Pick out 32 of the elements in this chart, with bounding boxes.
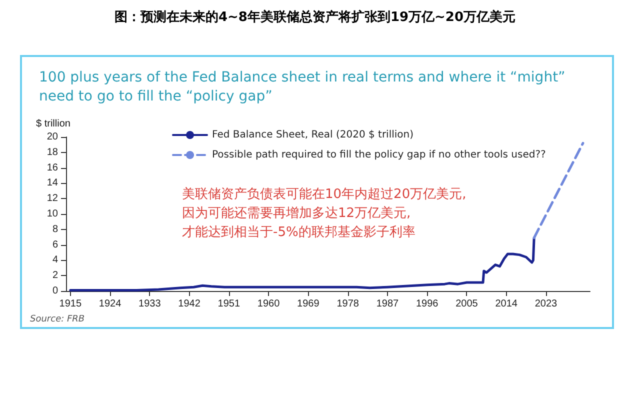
x-tick-label: 2023 xyxy=(534,298,558,310)
y-tick-label: 14 xyxy=(46,178,58,189)
x-tick-label: 1978 xyxy=(336,298,360,310)
x-tick-label: 1969 xyxy=(297,298,320,310)
legend-label: Possible path required to fill the policy gap if no other tools used?? xyxy=(212,150,546,160)
y-tick-label: 2 xyxy=(52,270,58,282)
x-tick-label: 1951 xyxy=(218,298,240,310)
x-tick-label: 1924 xyxy=(98,298,122,310)
x-tick-label: 1915 xyxy=(59,298,82,310)
y-tick-label: 10 xyxy=(46,208,58,220)
annotation: 美联储资产负债表可能在10年内超过20万亿美元, 因为可能还需要再增加多达12万亿美元, 才能达到相当于-5%的联邦基金影子利率 xyxy=(182,186,466,240)
y-tick-label: 16 xyxy=(46,162,58,174)
legend-label: Fed Balance Sheet, Real (2020 $ trillion) xyxy=(212,130,414,140)
chart-title: 图：预测在未来的4~8年美联储总资产将扩张到19万亿~20万亿美元 xyxy=(113,8,517,26)
line-series xyxy=(69,236,536,292)
y-tick-label: 20 xyxy=(46,132,58,142)
y-tick-label: 0 xyxy=(52,286,58,296)
x-tick-label: 1987 xyxy=(376,298,400,310)
y-tick-label: 18 xyxy=(46,146,58,158)
y-tick-label: 4 xyxy=(52,254,58,266)
x-tick-label: 1933 xyxy=(138,298,162,310)
y-tick-label: 8 xyxy=(52,224,58,235)
x-tick-label: 2014 xyxy=(495,298,518,310)
x-tick-label: 2005 xyxy=(456,298,478,310)
y-axis-title: $ trillion xyxy=(36,118,70,130)
x-tick-label: 1942 xyxy=(178,298,201,310)
x-tick-label: 1996 xyxy=(416,298,439,310)
source-note: Source: FRB xyxy=(30,314,85,324)
y-tick-label: 6 xyxy=(52,239,58,250)
chart-subtitle: 100 plus years of the Fed Balance sheet in real terms and where it “might” need to go to fill the “policy gap” xyxy=(39,70,570,104)
x-tick-label: 1960 xyxy=(257,298,280,310)
y-tick-label: 12 xyxy=(46,193,58,204)
